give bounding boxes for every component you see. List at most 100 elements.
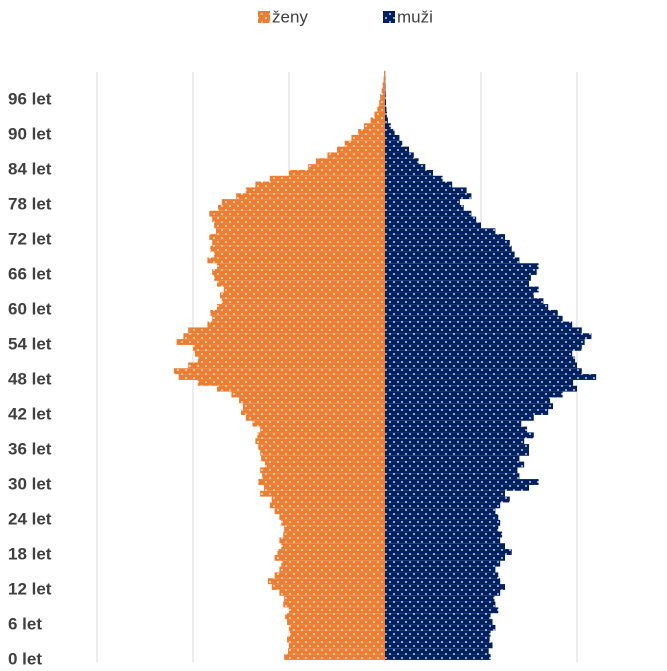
bar <box>264 484 385 491</box>
bar <box>385 455 520 462</box>
bar <box>385 368 582 375</box>
bar <box>219 292 385 299</box>
bar <box>385 543 505 550</box>
bar <box>281 560 385 567</box>
bar <box>385 432 534 439</box>
bar <box>385 210 472 217</box>
bar <box>214 222 385 229</box>
bar <box>385 566 496 573</box>
bar <box>207 321 385 328</box>
bar <box>217 263 385 270</box>
bar <box>283 531 385 538</box>
bar <box>385 123 391 130</box>
bar <box>385 403 553 410</box>
bar <box>385 152 414 159</box>
bar <box>194 350 385 357</box>
bar <box>385 274 531 281</box>
y-tick-label: 0 let <box>8 649 42 668</box>
bar <box>274 572 385 579</box>
bar <box>385 315 563 322</box>
y-tick-label: 72 let <box>8 230 52 249</box>
bar <box>385 374 597 380</box>
bar <box>385 601 496 608</box>
bar <box>217 385 385 392</box>
bar <box>231 391 385 398</box>
bar <box>385 508 496 515</box>
bar <box>385 438 525 445</box>
bar <box>217 204 385 211</box>
bar <box>245 187 385 194</box>
bar <box>289 169 385 176</box>
bar <box>385 222 481 229</box>
bar <box>216 228 385 235</box>
bar <box>277 549 385 555</box>
bar <box>327 152 385 159</box>
bar <box>385 391 563 398</box>
bar <box>209 210 385 217</box>
y-tick-label: 54 let <box>8 335 52 354</box>
bar <box>258 479 385 485</box>
bar <box>385 514 499 520</box>
bar <box>284 525 385 532</box>
bar <box>385 257 520 264</box>
y-tick-label: 24 let <box>8 509 52 528</box>
bar <box>385 467 518 474</box>
bar <box>260 449 385 456</box>
bar <box>207 257 385 264</box>
bar <box>385 304 549 310</box>
bar <box>287 619 385 625</box>
bar <box>214 274 385 281</box>
bar <box>173 368 385 375</box>
bar <box>271 496 385 503</box>
bar <box>212 239 385 246</box>
bar <box>210 245 385 252</box>
bar <box>197 356 385 363</box>
bar <box>385 204 464 211</box>
y-tick-label: 90 let <box>8 125 52 144</box>
bar <box>385 607 499 614</box>
bar <box>287 636 385 643</box>
legend-label: ženy <box>272 7 308 26</box>
bar <box>239 397 385 404</box>
bar <box>269 502 385 509</box>
bar <box>236 193 385 200</box>
bar <box>385 134 400 141</box>
bar <box>385 88 386 95</box>
bar <box>385 245 512 252</box>
bar <box>384 70 385 77</box>
y-tick-label: 78 let <box>8 195 52 214</box>
bar <box>209 234 385 240</box>
bar <box>255 181 385 188</box>
bar <box>188 327 385 334</box>
bar <box>260 426 385 433</box>
y-tick-label: 48 let <box>8 370 52 389</box>
bar <box>385 175 443 182</box>
bar <box>385 648 489 655</box>
bar <box>385 169 433 176</box>
bar <box>260 467 385 474</box>
bar <box>379 99 385 106</box>
bar <box>289 642 385 649</box>
bar <box>385 502 501 509</box>
bar <box>279 589 385 596</box>
bar <box>385 117 388 124</box>
y-tick-label: 30 let <box>8 474 52 493</box>
bar <box>385 554 505 561</box>
bar <box>242 403 385 410</box>
bar <box>183 333 385 340</box>
bar <box>385 490 505 497</box>
bar <box>344 140 385 147</box>
bar <box>385 187 467 194</box>
bar <box>289 607 385 614</box>
bar <box>257 432 385 439</box>
bar <box>265 461 385 468</box>
bar <box>385 99 386 106</box>
bar <box>279 514 385 520</box>
bar <box>269 175 385 182</box>
bar <box>385 619 493 625</box>
bar <box>271 584 385 590</box>
bar <box>385 595 495 602</box>
bar <box>178 374 385 380</box>
bar <box>221 298 385 305</box>
bar <box>385 397 551 404</box>
